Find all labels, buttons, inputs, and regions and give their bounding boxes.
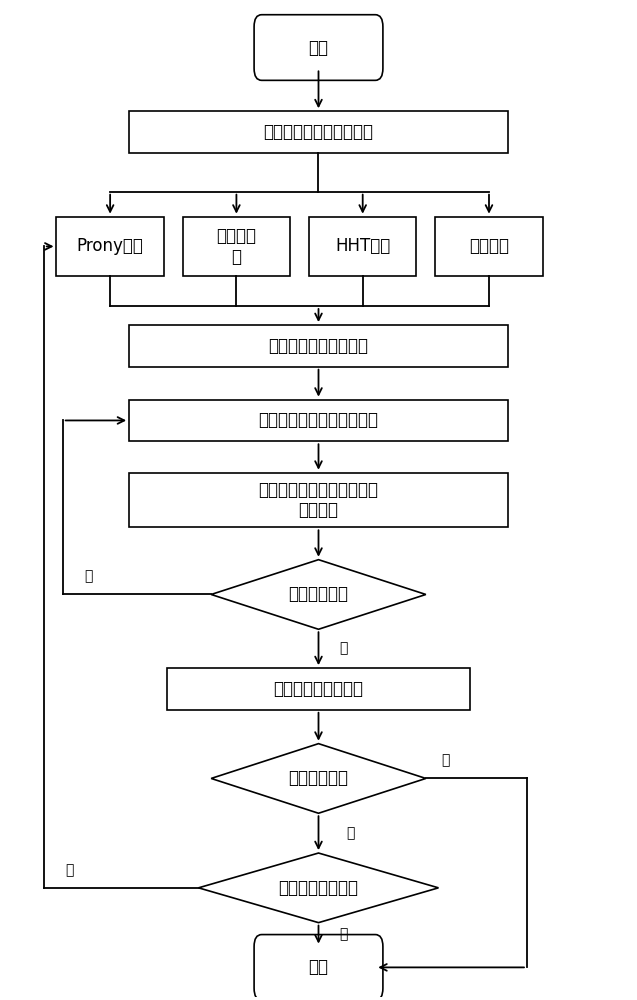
Text: 分形特征: 分形特征 bbox=[469, 237, 509, 255]
Text: 是: 是 bbox=[340, 642, 348, 656]
Text: 结束: 结束 bbox=[308, 958, 329, 976]
Text: 计算输出误差，调整连接权
值和阈值: 计算输出误差，调整连接权 值和阈值 bbox=[259, 481, 378, 519]
Text: 计算网络的平均误差: 计算网络的平均误差 bbox=[273, 680, 364, 698]
Bar bbox=[129, 473, 508, 527]
Bar bbox=[129, 111, 508, 153]
Text: 终端检测到零序电流越限: 终端检测到零序电流越限 bbox=[264, 123, 373, 141]
Text: 是: 是 bbox=[340, 928, 348, 942]
Polygon shape bbox=[199, 853, 438, 923]
Bar bbox=[129, 400, 508, 441]
Text: 否: 否 bbox=[84, 570, 92, 584]
Bar bbox=[57, 217, 164, 276]
Text: 满足精度要求: 满足精度要求 bbox=[289, 769, 348, 787]
Text: 迭代次数达到上限: 迭代次数达到上限 bbox=[278, 879, 359, 897]
Text: 确定网络的结构与参数: 确定网络的结构与参数 bbox=[269, 337, 368, 355]
Text: 开始: 开始 bbox=[308, 39, 329, 57]
Bar bbox=[309, 217, 417, 276]
Text: 计算各层神经元输入和输出: 计算各层神经元输入和输出 bbox=[259, 411, 378, 429]
Text: 否: 否 bbox=[346, 826, 354, 840]
Text: 小波包特
征: 小波包特 征 bbox=[217, 227, 257, 266]
Text: Prony特征: Prony特征 bbox=[76, 237, 143, 255]
Text: 是: 是 bbox=[441, 754, 450, 768]
Text: 否: 否 bbox=[65, 863, 73, 877]
Text: 学习样本用尽: 学习样本用尽 bbox=[289, 585, 348, 603]
Text: HHT特征: HHT特征 bbox=[335, 237, 390, 255]
Bar bbox=[183, 217, 290, 276]
Polygon shape bbox=[211, 560, 426, 629]
Polygon shape bbox=[211, 744, 426, 813]
Bar bbox=[435, 217, 543, 276]
FancyBboxPatch shape bbox=[254, 935, 383, 1000]
Bar bbox=[129, 325, 508, 367]
FancyBboxPatch shape bbox=[254, 15, 383, 80]
Bar bbox=[167, 668, 470, 710]
